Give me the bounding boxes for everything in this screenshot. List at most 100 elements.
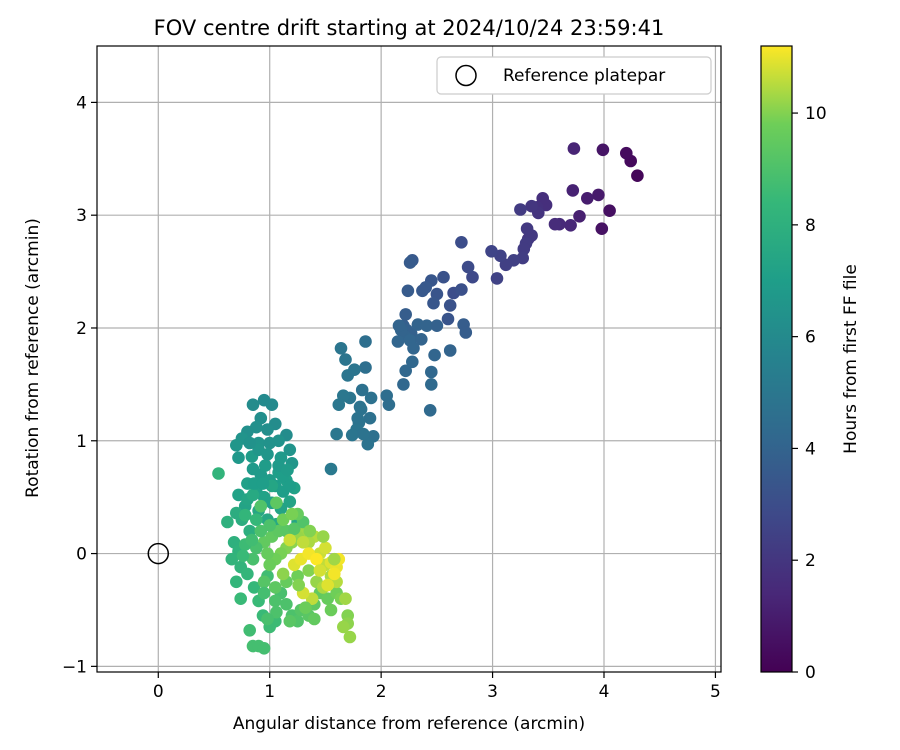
data-point (283, 495, 297, 509)
chart-title: FOV centre drift starting at 2024/10/24 … (154, 16, 665, 40)
data-point (416, 284, 429, 298)
colorbar-ticks: 0 2 4 6 8 10 (792, 104, 827, 683)
data-point (603, 204, 616, 217)
data-point (257, 642, 271, 655)
y-tick-label: 3 (76, 206, 87, 226)
legend: Reference platepar (436, 56, 712, 95)
data-point (339, 353, 352, 366)
data-point (566, 184, 580, 197)
data-point (263, 558, 277, 572)
data-point (225, 552, 239, 566)
data-point (443, 344, 457, 357)
data-point (425, 378, 438, 391)
colorbar-label: Hours from first FF file (841, 264, 861, 454)
data-point (232, 451, 245, 465)
data-point (423, 404, 437, 417)
data-point (631, 169, 644, 182)
data-point (257, 586, 271, 600)
legend-box (436, 56, 712, 95)
data-point (256, 477, 270, 490)
colorbar-tick-label: 2 (805, 551, 816, 571)
y-axis-label: Rotation from reference (arcmin) (23, 218, 43, 498)
data-point (299, 601, 312, 614)
y-tick-label: 1 (76, 432, 87, 452)
data-point (324, 462, 338, 476)
data-point (407, 342, 420, 355)
data-point (272, 434, 285, 448)
data-point (357, 427, 370, 441)
data-point (328, 567, 341, 581)
data-point (592, 188, 605, 202)
data-point (392, 319, 406, 333)
data-point (254, 524, 268, 538)
data-point (399, 308, 413, 321)
colorbar-tick-label: 10 (805, 104, 827, 124)
data-point (348, 363, 361, 377)
data-point (406, 355, 419, 369)
data-point (459, 326, 473, 339)
data-point (321, 578, 335, 592)
data-point (246, 488, 260, 502)
data-point (455, 236, 468, 249)
data-point (281, 463, 294, 477)
data-point (249, 513, 263, 526)
legend-marker-reference (455, 64, 477, 87)
data-point (581, 192, 594, 205)
data-point (230, 575, 243, 589)
data-point (564, 219, 577, 232)
data-point (620, 146, 633, 160)
data-point (403, 256, 417, 269)
y-axis-ticks: −1 0 1 2 3 4 (62, 93, 97, 677)
data-point (247, 477, 261, 490)
data-point (499, 258, 513, 272)
x-tick-label: 2 (376, 682, 387, 702)
data-point (269, 581, 282, 594)
data-point (443, 299, 457, 312)
data-point (283, 443, 297, 457)
data-point (514, 203, 527, 216)
data-point (285, 507, 299, 521)
data-point (397, 378, 410, 391)
data-point (303, 524, 317, 538)
data-point (485, 245, 498, 258)
data-point (328, 552, 341, 566)
data-point (382, 398, 396, 412)
data-point (302, 564, 316, 577)
data-point (296, 536, 310, 549)
colorbar-tick-label: 0 (805, 663, 816, 683)
data-point (351, 411, 365, 425)
colorbar (760, 45, 793, 673)
data-point (359, 335, 372, 348)
data-point (525, 199, 538, 213)
data-point (247, 581, 261, 594)
y-tick-label: 0 (76, 545, 87, 565)
data-point (337, 620, 350, 634)
x-tick-label: 4 (599, 682, 610, 702)
x-axis-label: Angular distance from reference (arcmin) (233, 714, 585, 734)
data-point (345, 428, 359, 442)
y-tick-label: 2 (76, 319, 87, 339)
data-point (292, 578, 306, 592)
data-point (212, 467, 225, 480)
data-point (437, 270, 450, 284)
data-point (283, 479, 297, 493)
data-point (259, 459, 272, 472)
data-point (324, 603, 338, 617)
data-point (257, 393, 271, 407)
data-point (361, 437, 375, 451)
data-point (391, 335, 405, 348)
data-point (520, 222, 534, 235)
data-point (305, 592, 319, 605)
plot-frame (96, 45, 722, 673)
data-point (441, 312, 455, 326)
grid (97, 46, 721, 672)
data-point (334, 342, 348, 355)
data-point (269, 594, 282, 608)
data-point (241, 567, 254, 581)
data-point (399, 364, 413, 378)
y-tick-label: 4 (76, 93, 87, 113)
data-points (212, 142, 644, 655)
data-point (270, 605, 283, 619)
data-point (261, 448, 274, 461)
